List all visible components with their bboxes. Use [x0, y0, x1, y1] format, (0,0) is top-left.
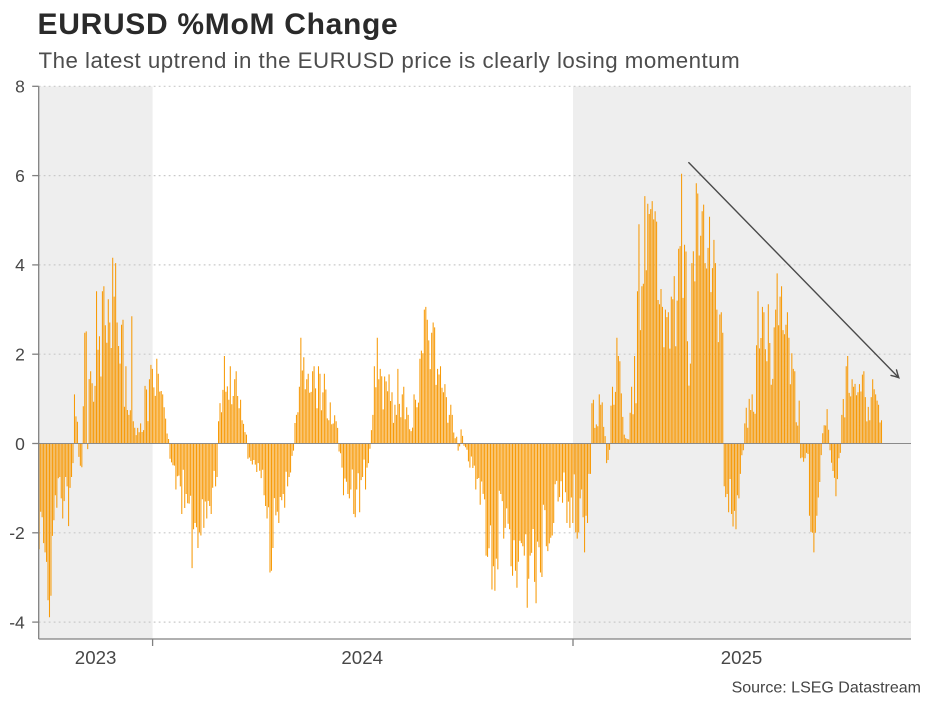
- svg-text:The latest uptrend in the EURU: The latest uptrend in the EURUSD price i…: [39, 48, 741, 73]
- svg-text:8: 8: [15, 77, 25, 97]
- svg-text:2: 2: [15, 345, 25, 365]
- svg-text:0: 0: [15, 434, 25, 454]
- svg-text:Source: LSEG Datastream: Source: LSEG Datastream: [732, 680, 921, 697]
- svg-text:6: 6: [15, 166, 25, 186]
- svg-text:2025: 2025: [721, 647, 763, 668]
- svg-text:EURUSD %MoM Change: EURUSD %MoM Change: [38, 8, 399, 41]
- svg-text:2023: 2023: [75, 647, 117, 668]
- svg-text:2024: 2024: [341, 647, 383, 668]
- svg-text:-4: -4: [9, 612, 25, 632]
- svg-text:-2: -2: [9, 523, 25, 543]
- svg-text:4: 4: [15, 255, 25, 275]
